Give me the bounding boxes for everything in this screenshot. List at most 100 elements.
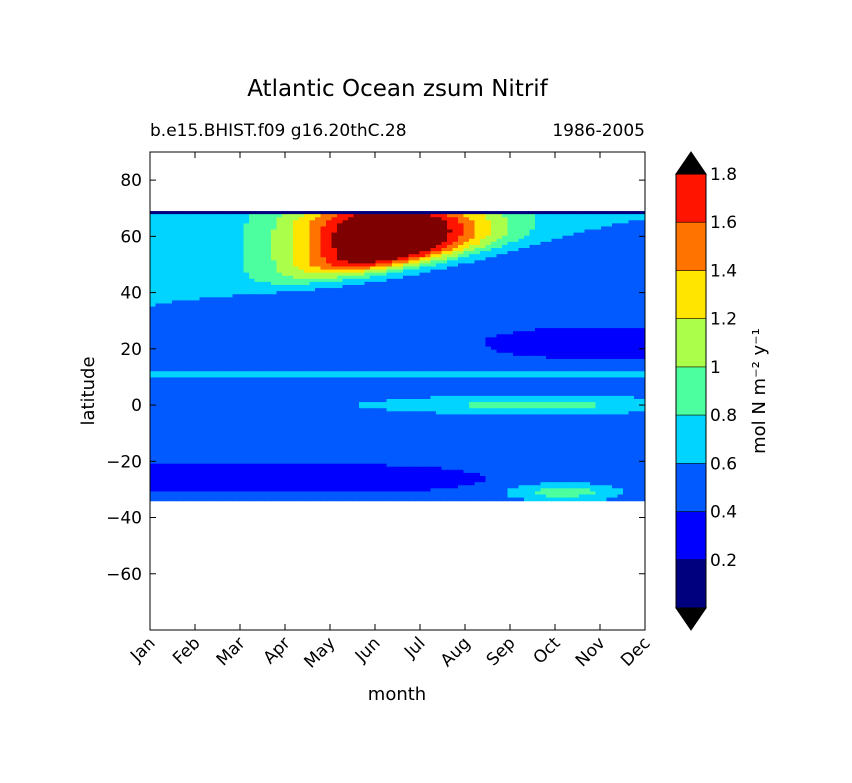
contour-cell [425, 244, 432, 249]
contour-cell [551, 315, 558, 320]
contour-cell [359, 331, 366, 335]
contour-cell [166, 263, 173, 268]
contour-cell [232, 358, 239, 363]
contour-cell [293, 278, 300, 283]
contour-cell [183, 380, 190, 385]
contour-cell [271, 300, 278, 305]
contour-cell [436, 362, 443, 366]
contour-cell [557, 303, 564, 308]
contour-cell [584, 226, 591, 231]
contour-cell [161, 380, 168, 385]
contour-cell [370, 318, 377, 323]
contour-cell [293, 223, 300, 228]
contour-cell [249, 229, 256, 234]
contour-cell [232, 220, 239, 224]
contour-cell [221, 368, 228, 372]
contour-cell [458, 291, 465, 295]
contour-cell [623, 281, 630, 286]
contour-cell [386, 220, 393, 224]
contour-cell [155, 362, 162, 366]
contour-cell [562, 260, 569, 265]
contour-cell [353, 358, 360, 363]
contour-cell [403, 297, 410, 301]
contour-cell [166, 355, 173, 360]
contour-cell [326, 318, 333, 323]
contour-cell [551, 229, 558, 234]
contour-cell [573, 278, 580, 283]
contour-cell [546, 365, 553, 369]
contour-cell [260, 223, 267, 228]
contour-cell [271, 291, 278, 295]
contour-cell [408, 254, 415, 258]
contour-cell [194, 238, 201, 243]
contour-cell [364, 352, 371, 357]
contour-cell [287, 281, 294, 286]
contour-cell [199, 266, 206, 271]
contour-cell [348, 251, 355, 255]
contour-cell [326, 263, 333, 268]
contour-cell [243, 284, 250, 289]
contour-cell [199, 380, 206, 385]
contour-cell [188, 340, 195, 345]
contour-cell [353, 260, 360, 265]
contour-cell [172, 315, 179, 320]
contour-cell [551, 352, 558, 357]
contour-cell [172, 266, 179, 271]
contour-cell [177, 257, 184, 261]
contour-cell [331, 377, 338, 382]
contour-cell [342, 214, 349, 218]
contour-cell [304, 346, 311, 351]
contour-cell [397, 331, 404, 335]
contour-cell [480, 306, 487, 311]
contour-cell [177, 284, 184, 289]
contour-cell [326, 254, 333, 258]
contour-cell [249, 343, 256, 348]
contour-cell [260, 248, 267, 252]
contour-cell [177, 349, 184, 354]
contour-cell [309, 235, 316, 240]
contour-cell [331, 297, 338, 301]
contour-cell [612, 220, 619, 224]
contour-cell [342, 380, 349, 385]
contour-cell [183, 343, 190, 348]
contour-cell [634, 343, 641, 348]
contour-cell [458, 340, 465, 345]
contour-cell [623, 238, 630, 243]
contour-cell [243, 325, 250, 329]
contour-cell [425, 294, 432, 298]
contour-cell [540, 368, 547, 372]
contour-cell [469, 217, 476, 221]
contour-cell [595, 269, 602, 274]
contour-cell [623, 260, 630, 265]
contour-cell [502, 340, 509, 345]
contour-cell [579, 337, 586, 342]
contour-cell [293, 312, 300, 317]
contour-cell [232, 297, 239, 301]
contour-cell [161, 251, 168, 255]
contour-cell [408, 266, 415, 271]
contour-cell [375, 288, 382, 292]
contour-cell [221, 331, 228, 335]
contour-cell [375, 380, 382, 385]
contour-cell [155, 288, 162, 292]
contour-cell [199, 306, 206, 311]
contour-cell [546, 315, 553, 320]
contour-cell [238, 377, 245, 382]
contour-cell [535, 272, 542, 277]
contour-cell [304, 214, 311, 218]
contour-cell [326, 349, 333, 354]
contour-cell [463, 251, 470, 255]
contour-cell [403, 321, 410, 326]
contour-cell [540, 257, 547, 261]
contour-cell [342, 337, 349, 342]
contour-cell [243, 328, 250, 332]
contour-cell [287, 362, 294, 366]
contour-cell [227, 365, 234, 369]
contour-cell [265, 211, 272, 215]
contour-cell [359, 257, 366, 261]
contour-cell [320, 272, 327, 277]
contour-cell [458, 365, 465, 369]
contour-cell [232, 374, 239, 379]
contour-cell [199, 275, 206, 280]
contour-cell [430, 229, 437, 234]
